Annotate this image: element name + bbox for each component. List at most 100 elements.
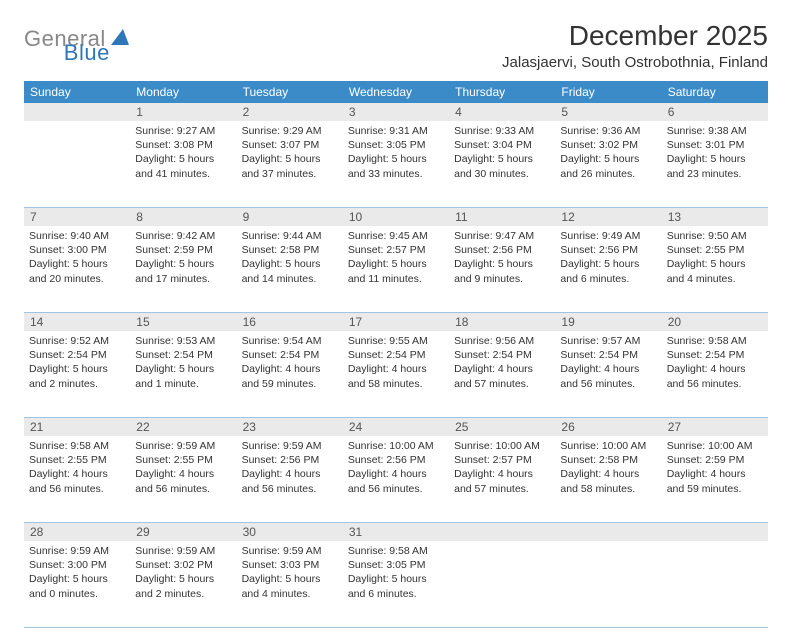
sunrise-text: Sunrise: 9:59 AM bbox=[242, 544, 338, 558]
dow-friday: Friday bbox=[555, 81, 661, 103]
sunset-text: Sunset: 3:01 PM bbox=[667, 138, 763, 152]
sunset-text: Sunset: 2:56 PM bbox=[560, 243, 656, 257]
header: General Blue December 2025 Jalasjaervi, … bbox=[24, 20, 768, 71]
day-cell: Sunrise: 9:56 AMSunset: 2:54 PMDaylight:… bbox=[449, 331, 555, 417]
day-cell bbox=[555, 541, 661, 627]
daylight-line1: Daylight: 5 hours bbox=[135, 572, 231, 586]
day-cell: Sunrise: 9:59 AMSunset: 3:00 PMDaylight:… bbox=[24, 541, 130, 627]
daynum-cell: 18 bbox=[449, 313, 555, 331]
dow-sunday: Sunday bbox=[24, 81, 130, 103]
sunset-text: Sunset: 3:05 PM bbox=[348, 138, 444, 152]
sunrise-text: Sunrise: 9:59 AM bbox=[29, 544, 125, 558]
day-cell bbox=[449, 541, 555, 627]
daynum-cell: 26 bbox=[555, 418, 661, 436]
daylight-line2: and 6 minutes. bbox=[348, 587, 444, 601]
sunrise-text: Sunrise: 9:27 AM bbox=[135, 124, 231, 138]
daylight-line2: and 30 minutes. bbox=[454, 167, 550, 181]
daylight-line1: Daylight: 4 hours bbox=[560, 467, 656, 481]
sunrise-text: Sunrise: 9:44 AM bbox=[242, 229, 338, 243]
sunrise-text: Sunrise: 10:00 AM bbox=[348, 439, 444, 453]
daylight-line1: Daylight: 4 hours bbox=[454, 362, 550, 376]
daylight-line2: and 4 minutes. bbox=[667, 272, 763, 286]
daylight-line2: and 56 minutes. bbox=[135, 482, 231, 496]
dow-header-row: Sunday Monday Tuesday Wednesday Thursday… bbox=[24, 81, 768, 103]
daynum-cell: 13 bbox=[662, 208, 768, 226]
daynum-cell: 23 bbox=[237, 418, 343, 436]
daylight-line1: Daylight: 4 hours bbox=[667, 467, 763, 481]
day-cell: Sunrise: 9:27 AMSunset: 3:08 PMDaylight:… bbox=[130, 121, 236, 207]
daynum-cell: 15 bbox=[130, 313, 236, 331]
daynum-row: 28293031... bbox=[24, 523, 768, 541]
daylight-line1: Daylight: 5 hours bbox=[348, 572, 444, 586]
sunset-text: Sunset: 2:57 PM bbox=[348, 243, 444, 257]
daynum-cell: 22 bbox=[130, 418, 236, 436]
daylight-line2: and 56 minutes. bbox=[29, 482, 125, 496]
day-cell: Sunrise: 9:36 AMSunset: 3:02 PMDaylight:… bbox=[555, 121, 661, 207]
daynum-cell: 24 bbox=[343, 418, 449, 436]
daylight-line1: Daylight: 5 hours bbox=[242, 572, 338, 586]
daylight-line1: Daylight: 4 hours bbox=[242, 467, 338, 481]
daylight-line1: Daylight: 4 hours bbox=[242, 362, 338, 376]
day-cell: Sunrise: 9:57 AMSunset: 2:54 PMDaylight:… bbox=[555, 331, 661, 417]
day-cell: Sunrise: 10:00 AMSunset: 2:57 PMDaylight… bbox=[449, 436, 555, 522]
title-block: December 2025 Jalasjaervi, South Ostrobo… bbox=[502, 20, 768, 71]
day-cell: Sunrise: 9:40 AMSunset: 3:00 PMDaylight:… bbox=[24, 226, 130, 312]
daynum-cell: 16 bbox=[237, 313, 343, 331]
day-cell: Sunrise: 9:29 AMSunset: 3:07 PMDaylight:… bbox=[237, 121, 343, 207]
sunset-text: Sunset: 2:57 PM bbox=[454, 453, 550, 467]
daylight-line1: Daylight: 4 hours bbox=[135, 467, 231, 481]
day-cell: Sunrise: 9:53 AMSunset: 2:54 PMDaylight:… bbox=[130, 331, 236, 417]
day-cell: Sunrise: 9:59 AMSunset: 2:55 PMDaylight:… bbox=[130, 436, 236, 522]
sunset-text: Sunset: 2:54 PM bbox=[560, 348, 656, 362]
daylight-line1: Daylight: 5 hours bbox=[454, 152, 550, 166]
daynum-row: 14151617181920 bbox=[24, 313, 768, 331]
daylight-line2: and 2 minutes. bbox=[135, 587, 231, 601]
daylight-line1: Daylight: 5 hours bbox=[29, 572, 125, 586]
daylight-line2: and 56 minutes. bbox=[667, 377, 763, 391]
sunset-text: Sunset: 2:54 PM bbox=[135, 348, 231, 362]
day-cell: Sunrise: 9:31 AMSunset: 3:05 PMDaylight:… bbox=[343, 121, 449, 207]
day-cell: Sunrise: 9:50 AMSunset: 2:55 PMDaylight:… bbox=[662, 226, 768, 312]
sunrise-text: Sunrise: 9:58 AM bbox=[667, 334, 763, 348]
sunrise-text: Sunrise: 9:56 AM bbox=[454, 334, 550, 348]
sunrise-text: Sunrise: 9:59 AM bbox=[242, 439, 338, 453]
daynum-cell: 31 bbox=[343, 523, 449, 541]
week-row: Sunrise: 9:52 AMSunset: 2:54 PMDaylight:… bbox=[24, 331, 768, 418]
daylight-line2: and 56 minutes. bbox=[560, 377, 656, 391]
sunset-text: Sunset: 3:02 PM bbox=[135, 558, 231, 572]
daynum-cell: 25 bbox=[449, 418, 555, 436]
sunrise-text: Sunrise: 9:54 AM bbox=[242, 334, 338, 348]
sunrise-text: Sunrise: 9:29 AM bbox=[242, 124, 338, 138]
sunset-text: Sunset: 3:08 PM bbox=[135, 138, 231, 152]
daynum-cell: 9 bbox=[237, 208, 343, 226]
daynum-row: .123456 bbox=[24, 103, 768, 121]
sunset-text: Sunset: 2:58 PM bbox=[560, 453, 656, 467]
day-cell: Sunrise: 9:47 AMSunset: 2:56 PMDaylight:… bbox=[449, 226, 555, 312]
sunrise-text: Sunrise: 9:49 AM bbox=[560, 229, 656, 243]
daylight-line1: Daylight: 5 hours bbox=[560, 257, 656, 271]
logo-sail-icon bbox=[110, 28, 130, 51]
daynum-cell: 19 bbox=[555, 313, 661, 331]
sunrise-text: Sunrise: 9:38 AM bbox=[667, 124, 763, 138]
sunrise-text: Sunrise: 9:42 AM bbox=[135, 229, 231, 243]
daynum-cell: . bbox=[449, 523, 555, 541]
day-cell: Sunrise: 9:58 AMSunset: 2:55 PMDaylight:… bbox=[24, 436, 130, 522]
daynum-cell: 17 bbox=[343, 313, 449, 331]
sunset-text: Sunset: 3:04 PM bbox=[454, 138, 550, 152]
daylight-line2: and 14 minutes. bbox=[242, 272, 338, 286]
dow-saturday: Saturday bbox=[662, 81, 768, 103]
sunset-text: Sunset: 2:54 PM bbox=[29, 348, 125, 362]
daylight-line1: Daylight: 5 hours bbox=[135, 152, 231, 166]
sunrise-text: Sunrise: 9:58 AM bbox=[29, 439, 125, 453]
daylight-line2: and 37 minutes. bbox=[242, 167, 338, 181]
daylight-line1: Daylight: 4 hours bbox=[29, 467, 125, 481]
daynum-cell: 14 bbox=[24, 313, 130, 331]
day-cell: Sunrise: 9:58 AMSunset: 3:05 PMDaylight:… bbox=[343, 541, 449, 627]
day-cell bbox=[662, 541, 768, 627]
sunset-text: Sunset: 3:07 PM bbox=[242, 138, 338, 152]
dow-tuesday: Tuesday bbox=[237, 81, 343, 103]
day-cell: Sunrise: 9:38 AMSunset: 3:01 PMDaylight:… bbox=[662, 121, 768, 207]
sunset-text: Sunset: 3:00 PM bbox=[29, 243, 125, 257]
daylight-line2: and 59 minutes. bbox=[667, 482, 763, 496]
day-cell: Sunrise: 9:54 AMSunset: 2:54 PMDaylight:… bbox=[237, 331, 343, 417]
